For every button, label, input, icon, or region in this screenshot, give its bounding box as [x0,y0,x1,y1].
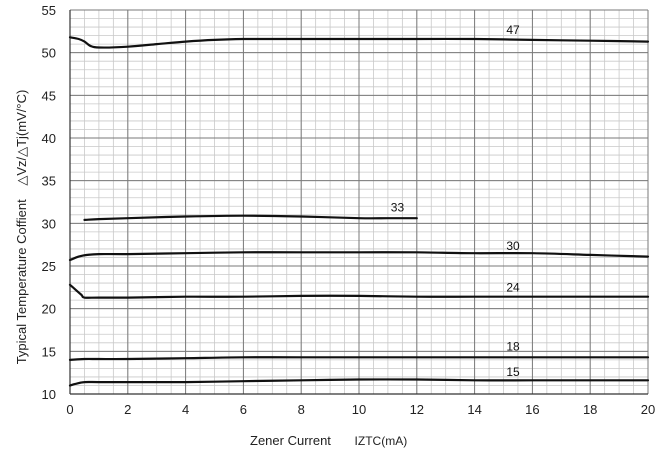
axes [69,10,648,395]
series-label-18: 18 [506,339,520,353]
x-tick-label: 14 [467,402,481,417]
series-line-24 [68,283,650,299]
y-tick-label: 55 [42,3,56,18]
x-tick-labels: 0 2 4 6 8 10 12 14 16 18 20 [66,402,655,417]
series-line-47 [68,36,650,49]
x-tick-label: 16 [525,402,539,417]
y-tick-label: 40 [42,131,56,146]
x-tick-label: 20 [641,402,655,417]
x-tick-label: 4 [182,402,189,417]
x-axis-label: Zener Current [250,433,331,448]
x-axis-unit: IZTC(mA) [355,434,408,448]
y-tick-label: 25 [42,259,56,274]
series-label-47: 47 [506,23,520,37]
y-axis-title: Typical Temperature Coffient △Vz/△Tj(mV/… [14,90,29,365]
x-axis-title: Zener Current IZTC(mA) [250,433,407,448]
series-line-18 [68,356,650,361]
y-axis-unit: △Vz/△Tj(mV/°C) [14,90,29,186]
x-tick-label: 10 [352,402,366,417]
y-tick-label: 20 [42,302,56,317]
y-tick-label: 35 [42,174,56,189]
x-tick-label: 12 [410,402,424,417]
series-lines [68,36,650,387]
y-axis-label: Typical Temperature Coffient [14,199,29,364]
series-label-30: 30 [506,239,520,253]
x-tick-label: 8 [298,402,305,417]
series-label-15: 15 [506,365,520,379]
x-tick-label: 6 [240,402,247,417]
series-labels: 47 33 30 24 18 15 [391,23,520,379]
y-tick-label: 10 [42,387,56,402]
y-tick-labels: 10 15 20 25 30 35 40 45 50 55 [42,3,56,402]
series-label-24: 24 [506,281,520,295]
x-tick-label: 2 [124,402,131,417]
series-label-33: 33 [391,200,405,214]
x-tick-label: 18 [583,402,597,417]
y-tick-label: 15 [42,344,56,359]
y-tick-label: 50 [42,46,56,61]
y-tick-label: 30 [42,216,56,231]
series-line-30 [68,251,650,262]
x-tick-label: 0 [66,402,73,417]
y-tick-label: 45 [42,88,56,103]
series-line-15 [68,378,650,387]
series-line-33 [83,214,418,221]
